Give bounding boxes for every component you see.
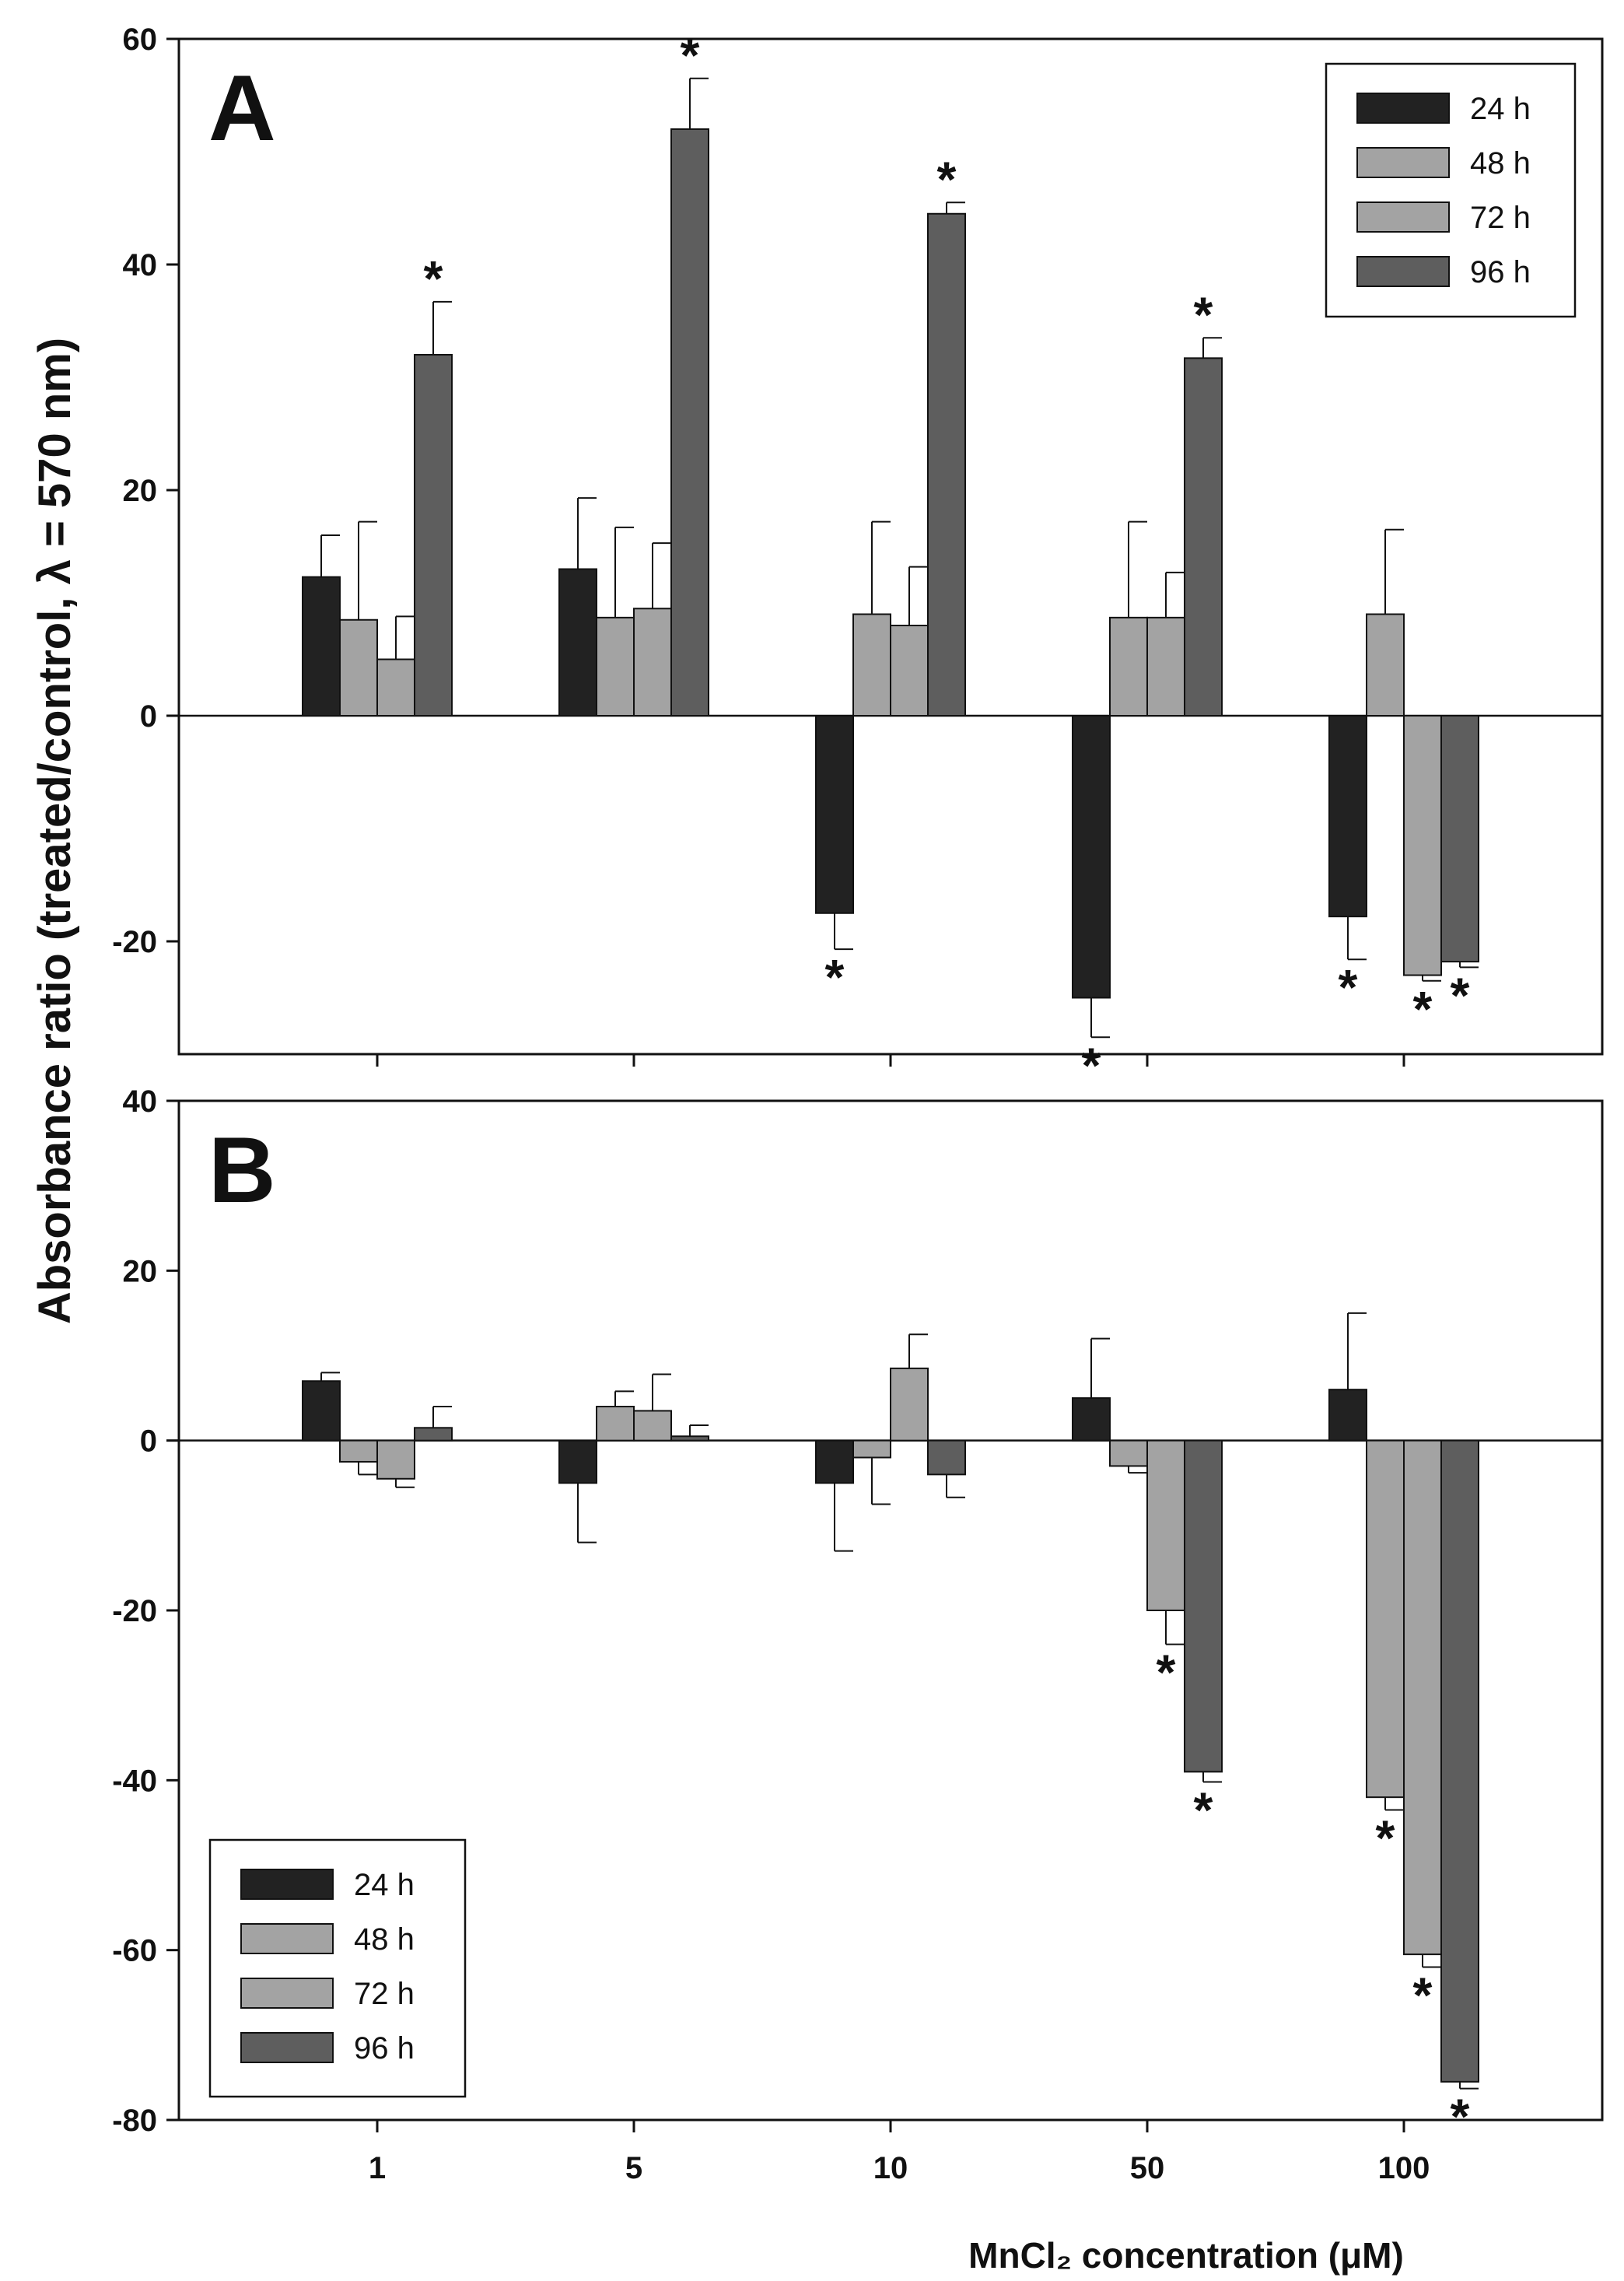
- bar: [852, 613, 891, 717]
- significance-star: *: [1194, 286, 1213, 342]
- legend-label: 96 h: [1470, 255, 1531, 289]
- legend-swatch: [1356, 147, 1450, 178]
- legend: 24 h 48 h 72 h 96 h: [208, 1838, 467, 2098]
- bar: [596, 616, 635, 717]
- bar: [633, 1410, 672, 1442]
- bar: [1440, 715, 1479, 963]
- legend-swatch: [1356, 93, 1450, 124]
- y-tick-label: 40: [123, 1084, 158, 1119]
- significance-star: *: [1157, 1645, 1176, 1701]
- bar: [633, 608, 672, 717]
- bar: [1366, 1439, 1405, 1799]
- y-tick-label: 40: [123, 248, 158, 282]
- legend-swatch: [1356, 201, 1450, 233]
- significance-star: *: [1451, 967, 1470, 1023]
- bar: [670, 1435, 709, 1442]
- significance-star: *: [1376, 1810, 1395, 1866]
- x-axis-title: MnCl₂ concentration (μM): [968, 2235, 1404, 2276]
- significance-star: *: [1339, 959, 1358, 1015]
- significance-star: *: [681, 27, 700, 83]
- bar: [1328, 715, 1367, 918]
- bar: [1072, 715, 1111, 999]
- chart-panels: 60 40 20 0 -20 A * * * * * * * * * 24 h 48 h 72 h 96 h 40 20…: [112, 23, 1604, 2185]
- legend-label: 72 h: [1470, 201, 1531, 235]
- bar: [1109, 616, 1148, 717]
- bar: [1403, 715, 1442, 976]
- bar: [1403, 1439, 1442, 1956]
- x-tick-label: 1: [369, 2151, 386, 2185]
- y-tick-label: -20: [112, 925, 157, 959]
- legend-swatch: [240, 1978, 334, 2009]
- legend-label: 48 h: [354, 1922, 415, 1957]
- bar: [815, 1439, 854, 1484]
- bar: [1109, 1439, 1148, 1467]
- panel-b: 40 20 0 -20 -40 -60 -80 1 5 10 50 100 B * * * * * 24 h 48 h…: [112, 1084, 1604, 2185]
- bar: [596, 1406, 635, 1442]
- significance-star: *: [1413, 981, 1433, 1037]
- significance-star: *: [1451, 2089, 1470, 2145]
- bar: [376, 658, 415, 717]
- bar: [1146, 616, 1185, 717]
- panel-a: 60 40 20 0 -20 A * * * * * * * * * 24 h 48 h 72 h 96 h: [112, 23, 1604, 1093]
- legend-label: 96 h: [354, 2031, 415, 2066]
- legend-label: 72 h: [354, 1977, 415, 2011]
- significance-star: *: [1082, 1037, 1101, 1093]
- bar: [815, 715, 854, 914]
- bar: [1366, 613, 1405, 717]
- y-tick-label: 0: [140, 1424, 157, 1459]
- x-tick-label: 50: [1130, 2151, 1165, 2185]
- y-tick-label: 20: [123, 474, 158, 508]
- bar: [339, 1439, 378, 1463]
- y-tick-label: -60: [112, 1934, 157, 1968]
- legend: 24 h 48 h 72 h 96 h: [1325, 62, 1577, 318]
- bar: [558, 1439, 597, 1484]
- panel-letter: B: [208, 1118, 276, 1222]
- y-tick-label: -20: [112, 1594, 157, 1628]
- bar: [927, 1439, 966, 1476]
- bar: [302, 576, 341, 717]
- legend-swatch: [240, 2032, 334, 2063]
- legend-label: 48 h: [1470, 146, 1531, 180]
- bar: [1184, 357, 1223, 717]
- bar: [558, 568, 597, 717]
- bar: [1072, 1397, 1111, 1442]
- legend-swatch: [240, 1923, 334, 1954]
- bar: [414, 1427, 453, 1442]
- significance-star: *: [937, 151, 957, 207]
- bar: [852, 1439, 891, 1459]
- bar: [890, 625, 929, 717]
- x-tick-label: 5: [625, 2151, 642, 2185]
- y-tick-label: -40: [112, 1764, 157, 1798]
- y-tick-label: 0: [140, 699, 157, 734]
- y-tick-label: 20: [123, 1254, 158, 1288]
- legend-swatch: [240, 1869, 334, 1900]
- x-tick-label: 10: [873, 2151, 908, 2185]
- significance-star: *: [1413, 1967, 1433, 2023]
- panel-letter: A: [208, 56, 276, 160]
- bar: [376, 1439, 415, 1480]
- x-tick-label: 100: [1378, 2151, 1430, 2185]
- significance-star: *: [1194, 1782, 1213, 1838]
- bar: [1184, 1439, 1223, 1773]
- bar: [927, 212, 966, 717]
- y-tick-label: 60: [123, 23, 158, 57]
- bar: [1146, 1439, 1185, 1611]
- bar: [890, 1367, 929, 1442]
- legend-swatch: [1356, 256, 1450, 287]
- y-tick-label: -80: [112, 2104, 157, 2138]
- bar: [414, 354, 453, 717]
- bar: [302, 1380, 341, 1442]
- legend-label: 24 h: [354, 1868, 415, 1902]
- significance-star: *: [825, 949, 845, 1005]
- bar: [1440, 1439, 1479, 2083]
- bar: [670, 128, 709, 717]
- bar: [339, 618, 378, 717]
- significance-star: *: [424, 251, 443, 307]
- y-axis-title: Absorbance ratio (treated/control, λ = 5…: [30, 338, 80, 1324]
- bar: [1328, 1389, 1367, 1442]
- legend-label: 24 h: [1470, 92, 1531, 126]
